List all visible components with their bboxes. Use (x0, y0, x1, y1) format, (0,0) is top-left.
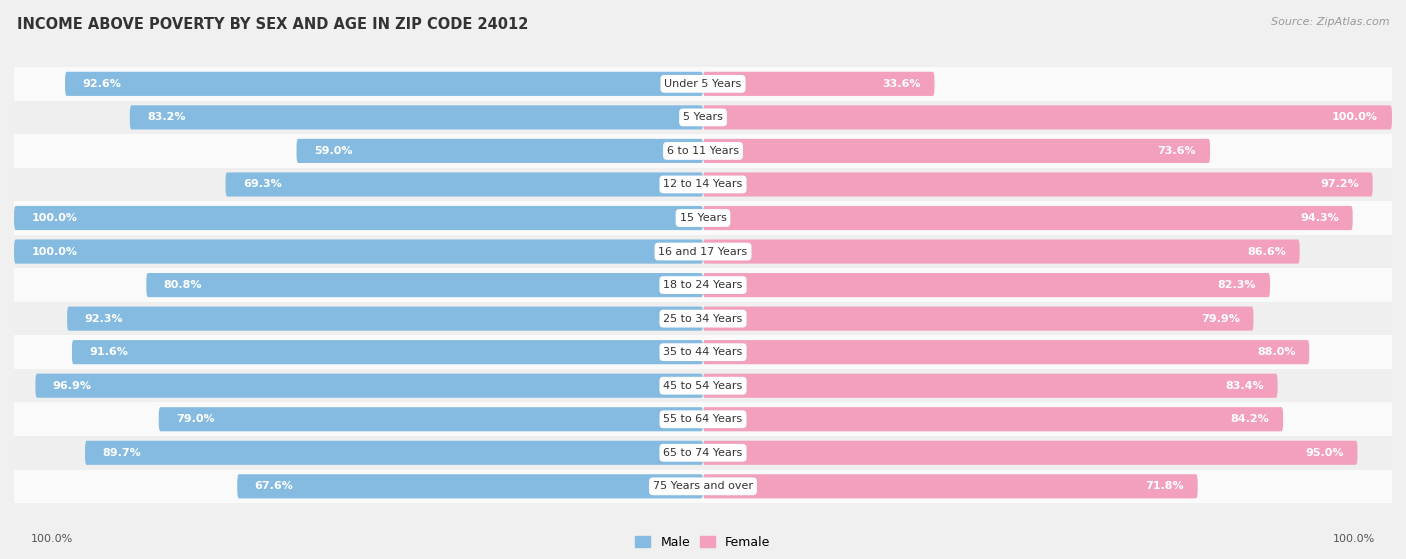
Bar (14, 235, 1392, 268)
FancyBboxPatch shape (703, 407, 1284, 432)
Text: 95.0%: 95.0% (1305, 448, 1344, 458)
Bar (14, 134, 1392, 168)
FancyBboxPatch shape (703, 306, 1254, 331)
FancyBboxPatch shape (14, 239, 703, 264)
Text: 33.6%: 33.6% (882, 79, 921, 89)
Bar (14, 402, 1392, 436)
Bar (14, 201, 1392, 235)
Text: 88.0%: 88.0% (1257, 347, 1295, 357)
Text: 83.4%: 83.4% (1225, 381, 1264, 391)
Bar (14, 436, 1392, 470)
Text: 45 to 54 Years: 45 to 54 Years (664, 381, 742, 391)
FancyBboxPatch shape (146, 273, 703, 297)
Text: 79.0%: 79.0% (176, 414, 215, 424)
Text: 67.6%: 67.6% (254, 481, 294, 491)
FancyBboxPatch shape (703, 172, 1372, 197)
Text: 79.9%: 79.9% (1201, 314, 1240, 324)
FancyBboxPatch shape (703, 340, 1309, 364)
FancyBboxPatch shape (703, 373, 1278, 398)
Text: 94.3%: 94.3% (1301, 213, 1339, 223)
Text: INCOME ABOVE POVERTY BY SEX AND AGE IN ZIP CODE 24012: INCOME ABOVE POVERTY BY SEX AND AGE IN Z… (17, 17, 529, 32)
Text: 25 to 34 Years: 25 to 34 Years (664, 314, 742, 324)
Text: 16 and 17 Years: 16 and 17 Years (658, 247, 748, 257)
FancyBboxPatch shape (129, 105, 703, 130)
FancyBboxPatch shape (65, 72, 703, 96)
Text: 65 to 74 Years: 65 to 74 Years (664, 448, 742, 458)
Text: 5 Years: 5 Years (683, 112, 723, 122)
Bar (14, 470, 1392, 503)
FancyBboxPatch shape (84, 440, 703, 465)
FancyBboxPatch shape (703, 72, 935, 96)
Text: 92.3%: 92.3% (84, 314, 122, 324)
Text: 86.6%: 86.6% (1247, 247, 1286, 257)
FancyBboxPatch shape (703, 206, 1353, 230)
FancyBboxPatch shape (297, 139, 703, 163)
Bar (14, 335, 1392, 369)
FancyBboxPatch shape (14, 206, 703, 230)
Text: Source: ZipAtlas.com: Source: ZipAtlas.com (1271, 17, 1389, 27)
Bar (14, 302, 1392, 335)
Text: 100.0%: 100.0% (1331, 112, 1378, 122)
FancyBboxPatch shape (703, 273, 1270, 297)
Text: 73.6%: 73.6% (1157, 146, 1197, 156)
FancyBboxPatch shape (35, 373, 703, 398)
Text: 100.0%: 100.0% (31, 213, 77, 223)
Text: 91.6%: 91.6% (89, 347, 128, 357)
Text: 15 Years: 15 Years (679, 213, 727, 223)
Text: Under 5 Years: Under 5 Years (665, 79, 741, 89)
Bar (14, 67, 1392, 101)
Text: 55 to 64 Years: 55 to 64 Years (664, 414, 742, 424)
Text: 12 to 14 Years: 12 to 14 Years (664, 179, 742, 190)
FancyBboxPatch shape (225, 172, 703, 197)
Text: 100.0%: 100.0% (31, 534, 73, 544)
Bar (14, 369, 1392, 402)
Text: 71.8%: 71.8% (1146, 481, 1184, 491)
FancyBboxPatch shape (703, 474, 1198, 499)
Text: 92.6%: 92.6% (83, 79, 121, 89)
Text: 84.2%: 84.2% (1230, 414, 1270, 424)
Legend: Male, Female: Male, Female (630, 530, 776, 553)
FancyBboxPatch shape (703, 239, 1299, 264)
FancyBboxPatch shape (67, 306, 703, 331)
FancyBboxPatch shape (703, 139, 1211, 163)
Text: 97.2%: 97.2% (1320, 179, 1358, 190)
Text: 100.0%: 100.0% (1333, 534, 1375, 544)
Bar (14, 268, 1392, 302)
Text: 80.8%: 80.8% (163, 280, 202, 290)
FancyBboxPatch shape (238, 474, 703, 499)
Bar (14, 168, 1392, 201)
Text: 96.9%: 96.9% (52, 381, 91, 391)
FancyBboxPatch shape (703, 105, 1392, 130)
Text: 100.0%: 100.0% (31, 247, 77, 257)
FancyBboxPatch shape (703, 440, 1358, 465)
Text: 89.7%: 89.7% (103, 448, 141, 458)
Text: 18 to 24 Years: 18 to 24 Years (664, 280, 742, 290)
Text: 6 to 11 Years: 6 to 11 Years (666, 146, 740, 156)
Text: 59.0%: 59.0% (314, 146, 353, 156)
Text: 75 Years and over: 75 Years and over (652, 481, 754, 491)
FancyBboxPatch shape (159, 407, 703, 432)
Text: 82.3%: 82.3% (1218, 280, 1256, 290)
Bar (14, 101, 1392, 134)
Text: 69.3%: 69.3% (243, 179, 281, 190)
Text: 35 to 44 Years: 35 to 44 Years (664, 347, 742, 357)
FancyBboxPatch shape (72, 340, 703, 364)
Text: 83.2%: 83.2% (148, 112, 186, 122)
